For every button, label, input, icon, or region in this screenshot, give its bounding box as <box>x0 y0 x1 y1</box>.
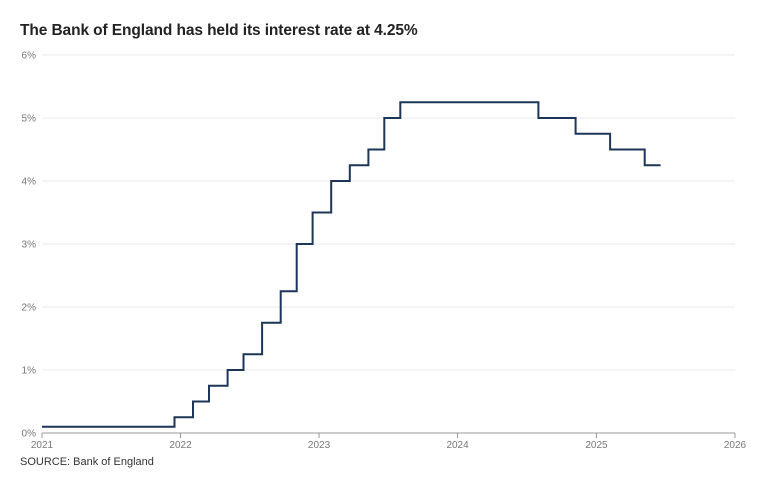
tick-labels: 0% 1% 2% 3% 4% 5% 6% 2021 2022 2023 2024 2025 2026 <box>22 51 747 452</box>
x-tick-label: 2023 <box>308 440 331 451</box>
y-tick-label: 2% <box>22 303 37 314</box>
series-line <box>42 101 661 428</box>
x-tick-label: 2025 <box>585 440 608 451</box>
y-tick-label: 0% <box>22 429 37 440</box>
y-tick-label: 4% <box>22 177 37 188</box>
y-tick-label: 6% <box>22 51 37 62</box>
y-tick-label: 1% <box>22 366 37 377</box>
chart-title: The Bank of England has held its interes… <box>20 22 418 39</box>
source-note: SOURCE: Bank of England <box>20 456 154 468</box>
y-tick-label: 3% <box>22 240 37 251</box>
x-tick-label: 2022 <box>169 440 192 451</box>
x-tick-label: 2026 <box>724 440 747 451</box>
series-line-layer <box>42 101 661 428</box>
gridlines <box>41 54 736 438</box>
y-tick-label: 5% <box>22 114 37 125</box>
x-tick-label: 2024 <box>446 440 469 451</box>
x-tick-label: 2021 <box>31 440 54 451</box>
